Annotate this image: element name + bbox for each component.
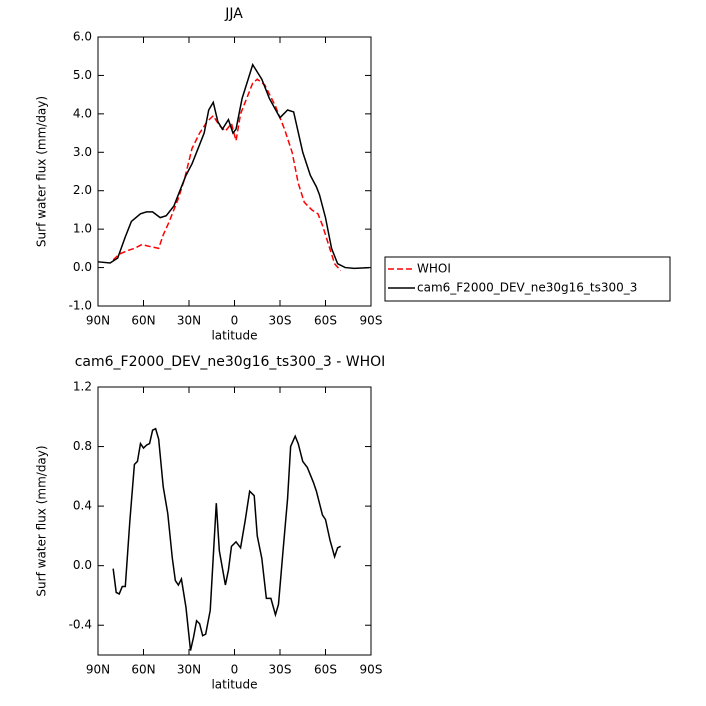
x-tick-label: 60N — [131, 663, 155, 677]
x-tick-label: 60N — [131, 314, 155, 328]
y-tick-label: 0.0 — [73, 558, 92, 572]
plot-frame — [97, 36, 372, 307]
x-tick-label: 90N — [86, 663, 110, 677]
x-tick-label: 90S — [360, 314, 383, 328]
y-tick-label: 5.0 — [73, 68, 92, 82]
y-tick-label: 0.8 — [73, 439, 92, 453]
chart-title: JJA — [224, 6, 243, 22]
y-tick-label: 0.0 — [73, 260, 92, 274]
data-line — [97, 62, 370, 270]
x-tick-label: 60S — [314, 314, 337, 328]
y-tick-label: 6.0 — [73, 30, 92, 44]
x-axis-label: latitude — [211, 329, 257, 343]
y-tick-label: 0.4 — [73, 499, 92, 513]
y-tick-label: -0.4 — [69, 618, 92, 632]
x-tick-label: 90N — [86, 314, 110, 328]
y-tick-label: 4.0 — [73, 106, 92, 120]
x-tick-label: 30S — [269, 314, 292, 328]
x-tick-label: 60S — [314, 663, 337, 677]
x-tick-label: 30N — [177, 663, 201, 677]
y-tick-label: 3.0 — [73, 145, 92, 159]
legend-label: cam6_F2000_DEV_ne30g16_ts300_3 — [417, 281, 637, 295]
x-tick-label: 30S — [269, 663, 292, 677]
y-tick-label: 1.0 — [73, 222, 92, 236]
legend — [384, 256, 671, 302]
x-tick-label: 90S — [360, 663, 383, 677]
y-axis-label: Surf water flux (mm/day) — [35, 445, 49, 596]
legend-label: WHOI — [417, 262, 451, 276]
x-axis-label: latitude — [211, 678, 257, 692]
y-tick-label: -1.0 — [69, 299, 92, 313]
data-line — [112, 78, 342, 272]
y-tick-label: 2.0 — [73, 183, 92, 197]
x-tick-label: 0 — [231, 314, 239, 328]
x-tick-label: 30N — [177, 314, 201, 328]
chart-title: cam6_F2000_DEV_ne30g16_ts300_3 - WHOI — [75, 354, 386, 370]
y-tick-label: 1.2 — [73, 380, 92, 394]
x-tick-label: 0 — [231, 663, 239, 677]
data-line — [112, 427, 342, 651]
y-axis-label: Surf water flux (mm/day) — [35, 96, 49, 247]
plot-frame — [97, 386, 372, 656]
